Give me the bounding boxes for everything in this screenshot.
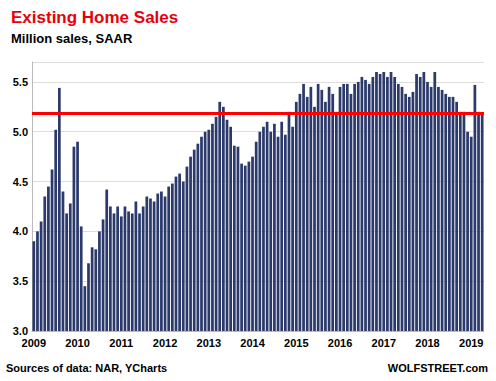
svg-text:2014: 2014: [240, 337, 265, 349]
svg-text:4.0: 4.0: [13, 225, 28, 237]
svg-text:2018: 2018: [415, 337, 439, 349]
svg-text:Existing Home Sales: Existing Home Sales: [11, 8, 178, 27]
svg-text:2019: 2019: [459, 337, 483, 349]
svg-text:2012: 2012: [153, 337, 177, 349]
svg-text:5.5: 5.5: [13, 76, 28, 88]
svg-text:3.0: 3.0: [13, 325, 28, 337]
svg-text:2017: 2017: [372, 337, 396, 349]
svg-text:Sources of data: NAR, YCharts: Sources of data: NAR, YCharts: [6, 362, 167, 374]
svg-text:3.5: 3.5: [13, 275, 28, 287]
svg-text:5.0: 5.0: [13, 126, 28, 138]
svg-text:2010: 2010: [65, 337, 89, 349]
svg-text:2009: 2009: [22, 337, 46, 349]
svg-text:2016: 2016: [328, 337, 352, 349]
svg-text:WOLFSTREET.com: WOLFSTREET.com: [388, 362, 488, 374]
svg-text:4.5: 4.5: [13, 176, 28, 188]
svg-text:2013: 2013: [197, 337, 221, 349]
svg-text:2011: 2011: [109, 337, 133, 349]
svg-text:Million sales, SAAR: Million sales, SAAR: [11, 31, 133, 46]
svg-text:2015: 2015: [284, 337, 308, 349]
